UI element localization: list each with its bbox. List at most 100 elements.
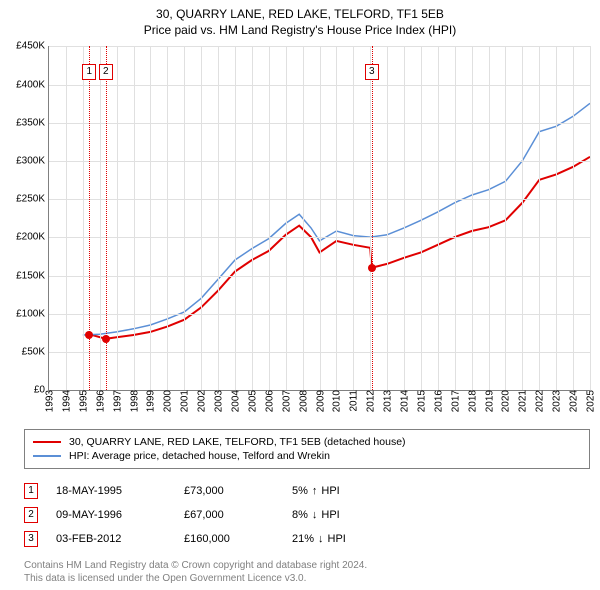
title-line-1: 30, QUARRY LANE, RED LAKE, TELFORD, TF1 … (0, 6, 600, 22)
marker-row-price: £160,000 (184, 533, 274, 545)
x-axis-label: 2002 (195, 390, 208, 412)
x-axis-label: 2011 (347, 390, 360, 412)
x-gridline (269, 46, 270, 390)
legend: 30, QUARRY LANE, RED LAKE, TELFORD, TF1 … (24, 429, 590, 469)
marker-row-date: 18-MAY-1995 (56, 485, 166, 497)
arrow-icon: ↓ (318, 533, 324, 545)
footer-line-2: This data is licensed under the Open Gov… (24, 572, 590, 585)
x-axis-label: 2019 (482, 390, 495, 412)
marker-row-pct: 8% ↓ HPI (292, 509, 340, 521)
x-axis-label: 2012 (364, 390, 377, 412)
price-chart: £0£50K£100K£150K£200K£250K£300K£350K£400… (48, 46, 590, 391)
x-gridline (353, 46, 354, 390)
x-gridline (303, 46, 304, 390)
x-gridline (573, 46, 574, 390)
x-axis-label: 2000 (161, 390, 174, 412)
x-axis-label: 2001 (178, 390, 191, 412)
x-gridline (201, 46, 202, 390)
x-gridline (100, 46, 101, 390)
x-gridline (167, 46, 168, 390)
y-axis-label: £150K (16, 270, 49, 281)
marker-dot-2 (102, 335, 110, 343)
x-gridline (336, 46, 337, 390)
x-axis-label: 1993 (43, 390, 56, 412)
x-gridline (539, 46, 540, 390)
marker-row-1: 1 18-MAY-1995 £73,000 5% ↑ HPI (24, 479, 590, 503)
marker-dot-1 (85, 331, 93, 339)
marker-row-date: 03-FEB-2012 (56, 533, 166, 545)
x-axis-label: 1999 (144, 390, 157, 412)
x-axis-label: 2004 (228, 390, 241, 412)
x-axis-label: 2015 (414, 390, 427, 412)
x-axis-label: 1996 (93, 390, 106, 412)
x-gridline (286, 46, 287, 390)
y-axis-label: £350K (16, 117, 49, 128)
marker-row-price: £73,000 (184, 485, 274, 497)
x-axis-label: 1997 (110, 390, 123, 412)
marker-row-2: 2 09-MAY-1996 £67,000 8% ↓ HPI (24, 503, 590, 527)
x-axis-label: 2006 (262, 390, 275, 412)
marker-row-3: 303-FEB-2012£160,00021% ↓ HPI (24, 527, 590, 551)
x-gridline (522, 46, 523, 390)
y-axis-label: £300K (16, 156, 49, 167)
x-axis-label: 2008 (296, 390, 309, 412)
marker-box-2: 2 (99, 64, 113, 80)
footer: Contains HM Land Registry data © Crown c… (24, 559, 590, 585)
legend-swatch-hpi (33, 455, 61, 457)
y-axis-label: £50K (22, 347, 49, 358)
x-axis-label: 1995 (76, 390, 89, 412)
x-gridline (150, 46, 151, 390)
x-gridline (117, 46, 118, 390)
marker-row-date: 09-MAY-1996 (56, 509, 166, 521)
x-gridline (66, 46, 67, 390)
x-gridline (83, 46, 84, 390)
legend-row-hpi: HPI: Average price, detached house, Telf… (33, 449, 581, 463)
y-axis-label: £100K (16, 308, 49, 319)
legend-label-property: 30, QUARRY LANE, RED LAKE, TELFORD, TF1 … (69, 436, 406, 448)
y-axis-label: £400K (16, 79, 49, 90)
x-gridline (438, 46, 439, 390)
marker-row-price: £67,000 (184, 509, 274, 521)
marker-vline-1 (89, 46, 90, 390)
x-axis-label: 2022 (533, 390, 546, 412)
y-axis-label: £250K (16, 194, 49, 205)
legend-swatch-property (33, 441, 61, 443)
x-gridline (387, 46, 388, 390)
x-gridline (184, 46, 185, 390)
x-axis-label: 2023 (550, 390, 563, 412)
x-axis-label: 2016 (431, 390, 444, 412)
x-axis-label: 2009 (313, 390, 326, 412)
marker-row-pct: 21% ↓ HPI (292, 533, 346, 545)
arrow-icon: ↑ (312, 485, 318, 497)
x-gridline (455, 46, 456, 390)
x-gridline (472, 46, 473, 390)
x-axis-label: 1994 (59, 390, 72, 412)
marker-row-id: 1 (24, 483, 38, 499)
y-axis-label: £200K (16, 232, 49, 243)
x-gridline (134, 46, 135, 390)
legend-row-property: 30, QUARRY LANE, RED LAKE, TELFORD, TF1 … (33, 435, 581, 449)
x-axis-label: 2013 (381, 390, 394, 412)
x-gridline (252, 46, 253, 390)
footer-line-1: Contains HM Land Registry data © Crown c… (24, 559, 590, 572)
x-axis-label: 2003 (212, 390, 225, 412)
legend-label-hpi: HPI: Average price, detached house, Telf… (69, 450, 330, 462)
series-line-property (89, 157, 590, 339)
arrow-icon: ↓ (312, 509, 318, 521)
x-gridline (235, 46, 236, 390)
x-axis-label: 2010 (330, 390, 343, 412)
x-axis-label: 2014 (398, 390, 411, 412)
x-gridline (404, 46, 405, 390)
marker-table: 1 18-MAY-1995 £73,000 5% ↑ HPI 2 09-MAY-1996 £… (24, 479, 590, 551)
x-axis-label: 2021 (516, 390, 529, 412)
x-axis-label: 2007 (279, 390, 292, 412)
x-gridline (218, 46, 219, 390)
marker-row-pct: 5% ↑ HPI (292, 485, 340, 497)
x-axis-label: 2025 (584, 390, 597, 412)
x-axis-label: 2005 (245, 390, 258, 412)
marker-dot-3 (368, 264, 376, 272)
x-axis-label: 2017 (448, 390, 461, 412)
y-axis-label: £450K (16, 41, 49, 52)
marker-row-id: 2 (24, 507, 38, 523)
x-gridline (505, 46, 506, 390)
